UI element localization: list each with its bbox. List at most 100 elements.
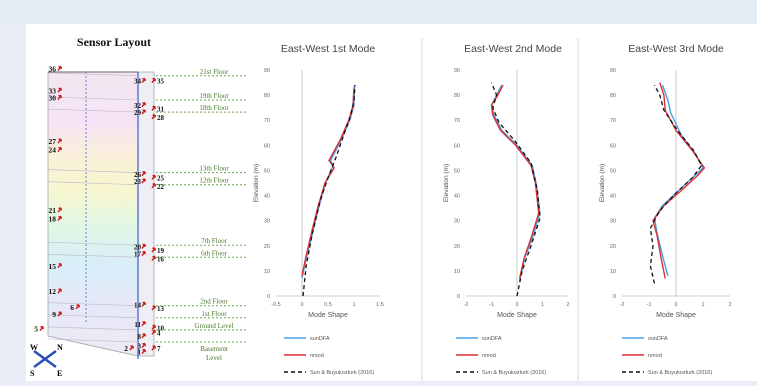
- y-axis-label: Elevation (m): [253, 164, 260, 202]
- y-tick-label: 70: [610, 118, 616, 124]
- sensor-label: 34: [134, 78, 142, 86]
- x-tick-label: -2: [620, 302, 625, 308]
- sensor-arrow-icon: [57, 138, 62, 144]
- sensor-label: 24: [49, 146, 57, 155]
- sensor-arrow-icon: [141, 321, 146, 327]
- legend-entry: Sun & Buyukozturk (2016): [310, 370, 374, 376]
- x-axis-label: Mode Shape: [308, 312, 348, 319]
- y-tick-label: 40: [610, 194, 616, 200]
- top-band: [0, 0, 757, 24]
- floor-slab-line: [47, 326, 139, 331]
- floor-label: 21st Floor: [200, 68, 229, 76]
- sensor-arrow-icon: [141, 333, 146, 339]
- floor-label: Level: [206, 354, 222, 362]
- sensor-label: 14: [134, 301, 142, 309]
- compass-e: E: [57, 369, 62, 378]
- sensor-arrow-icon: [141, 301, 146, 307]
- x-tick-label: 0: [674, 302, 677, 308]
- floor-label: 1st Floor: [201, 310, 227, 318]
- y-tick-label: 90: [264, 68, 270, 74]
- chart-3: East-West 3rd Mode0102030405060708090-2-…: [577, 38, 732, 381]
- series-line-3: [649, 84, 703, 284]
- y-tick-label: 0: [457, 294, 460, 300]
- floor-label: 7th Floor: [201, 237, 228, 245]
- sensor-label: 19: [157, 247, 165, 255]
- sensor-label: 12: [49, 287, 57, 296]
- y-tick-label: 90: [454, 68, 460, 74]
- sensor-arrow-icon: [57, 94, 62, 100]
- sensor-label: 3: [138, 343, 142, 351]
- sensor-arrow-icon: [141, 178, 146, 184]
- sensor-label: 31: [157, 105, 165, 113]
- y-tick-label: 10: [610, 269, 616, 275]
- y-tick-label: 0: [613, 294, 616, 300]
- y-tick-label: 80: [610, 93, 616, 99]
- sensor-arrow-icon: [141, 171, 146, 177]
- sensor-label: 16: [157, 256, 165, 264]
- legend-entry: Sun & Buyukozturk (2016): [482, 370, 546, 376]
- sensor-label: 8: [138, 333, 142, 341]
- legend-entry: Sun & Buyukozturk (2016): [648, 370, 712, 376]
- sensor-label: 7: [157, 345, 161, 353]
- y-axis-label: Elevation (m): [599, 164, 606, 202]
- y-tick-label: 40: [264, 194, 270, 200]
- chart-title: East-West 2nd Mode: [464, 43, 562, 55]
- compass-n: N: [57, 343, 63, 352]
- x-tick-label: 0: [515, 302, 518, 308]
- y-tick-label: 30: [264, 219, 270, 225]
- sensor-arrow-icon: [151, 174, 156, 180]
- sensor-arrow-icon: [141, 348, 146, 355]
- legend-entry: nmod: [482, 353, 496, 359]
- sensor-arrow-icon: [39, 325, 44, 332]
- sensor-arrow-icon: [141, 250, 146, 257]
- y-tick-label: 90: [610, 68, 616, 74]
- floor-slab-line: [47, 302, 139, 306]
- sensor-arrow-icon: [151, 345, 156, 351]
- y-tick-label: 30: [454, 219, 460, 225]
- sensor-label: 26: [134, 171, 142, 179]
- y-tick-label: 50: [454, 168, 460, 174]
- sensor-label: 15: [49, 262, 57, 271]
- y-tick-label: 80: [454, 93, 460, 99]
- chart-legend: sunDFA nmod Sun & Buyukozturk (2016): [284, 336, 374, 376]
- x-tick-label: 1: [541, 302, 544, 308]
- legend-entry: nmod: [310, 353, 324, 359]
- sensor-arrow-icon: [141, 77, 146, 84]
- floor-slab-line: [47, 241, 139, 246]
- sensor-label: 18: [49, 215, 57, 224]
- sensor-arrow-icon: [75, 304, 80, 310]
- y-tick-label: 70: [264, 118, 270, 124]
- y-tick-label: 10: [264, 269, 270, 275]
- sensor-arrow-icon: [57, 87, 62, 93]
- sensor-label: 6: [70, 303, 74, 312]
- legend-entry: sunDFA: [310, 336, 330, 342]
- compass: W N S E: [30, 343, 63, 378]
- y-tick-label: 70: [454, 118, 460, 124]
- sensor-label: 4: [157, 329, 161, 337]
- chart-title: East-West 1st Mode: [281, 43, 376, 55]
- chart-legend: sunDFA nmod Sun & Buyukozturk (2016): [622, 336, 712, 376]
- x-tick-label: 1.5: [376, 302, 384, 308]
- floor-label: 6th Floor: [201, 249, 228, 257]
- series-line-2: [652, 82, 706, 279]
- series-line-2: [490, 84, 540, 279]
- sensor-arrow-icon: [151, 114, 156, 120]
- floor-label: 19th Floor: [199, 92, 229, 100]
- floor-slab-line: [47, 254, 139, 258]
- sensor-arrow-icon: [57, 65, 62, 71]
- sensor-label: 32: [134, 102, 142, 110]
- sensor-arrow-icon: [151, 324, 156, 330]
- mode-shape-charts: East-West 1st Mode0102030405060708090-0.…: [253, 38, 732, 381]
- floor-label: 2nd Floor: [200, 298, 228, 306]
- y-tick-label: 50: [610, 168, 616, 174]
- legend-entry: sunDFA: [482, 336, 502, 342]
- sensor-label: 11: [134, 321, 141, 329]
- sensor-arrow-icon: [151, 329, 156, 335]
- floor-slab-line: [47, 338, 139, 343]
- sensor-arrow-icon: [57, 207, 62, 213]
- sensor-label: 9: [52, 310, 56, 319]
- floor-slab-line: [47, 169, 139, 173]
- sensor-arrow-icon: [57, 146, 62, 153]
